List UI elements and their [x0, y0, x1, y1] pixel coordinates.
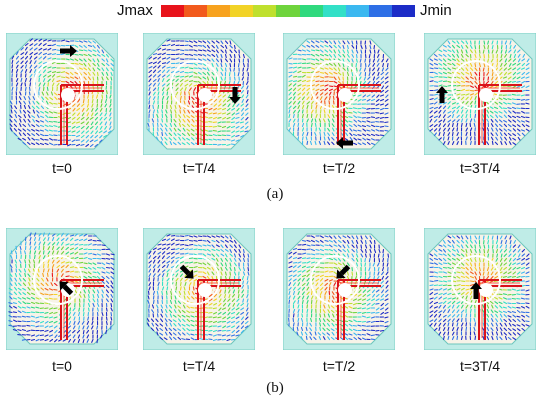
center-hole	[479, 88, 493, 102]
current-panel-b-tT4	[143, 228, 255, 350]
current-distribution-plot	[283, 228, 395, 350]
current-vector-field	[429, 235, 530, 341]
current-vector-field	[288, 40, 389, 146]
center-hole	[338, 88, 352, 102]
current-panel-a-t0	[6, 33, 118, 155]
current-distribution-plot	[283, 33, 395, 155]
time-label: t=T/2	[322, 358, 356, 374]
time-label: t=3T/4	[459, 160, 501, 176]
time-label: t=T/4	[182, 358, 216, 374]
current-vector-field	[429, 40, 530, 146]
legend-swatch	[276, 5, 300, 17]
legend-max-label: Jmax	[117, 2, 153, 19]
center-hole	[338, 283, 352, 297]
ring-slot	[33, 255, 83, 305]
current-direction-arrow-icon	[229, 87, 241, 104]
current-distribution-plot	[143, 228, 255, 350]
row-label-a: (a)	[266, 186, 284, 202]
time-label: t=T/4	[182, 160, 216, 176]
current-panel-a-tT2	[283, 33, 395, 155]
legend-swatch	[345, 5, 369, 17]
color-legend: Jmax Jmin	[0, 0, 550, 22]
ring-slot	[33, 60, 83, 110]
time-label: t=T/2	[322, 160, 356, 176]
legend-swatch	[253, 5, 277, 17]
current-panel-b-t0	[6, 228, 118, 350]
ring-slot	[451, 255, 501, 305]
legend-swatch	[184, 5, 208, 17]
legend-swatch	[161, 5, 185, 17]
legend-swatch	[230, 5, 254, 17]
legend-swatch	[368, 5, 392, 17]
center-hole	[61, 88, 75, 102]
current-distribution-plot	[6, 228, 118, 350]
current-direction-arrow-icon	[59, 281, 74, 296]
current-distribution-plot	[143, 33, 255, 155]
current-vector-field	[147, 39, 249, 146]
feed-line-structure	[60, 84, 104, 145]
current-distribution-plot	[424, 33, 536, 155]
current-direction-arrow-icon	[179, 264, 194, 279]
ring-slot	[451, 60, 501, 110]
current-direction-arrow-icon	[336, 264, 351, 279]
current-vector-field	[8, 232, 115, 344]
center-hole	[198, 283, 212, 297]
legend-swatch	[207, 5, 231, 17]
center-hole	[479, 283, 493, 297]
time-label: t=0	[52, 160, 72, 176]
current-direction-arrow-icon	[60, 45, 77, 57]
time-label: t=3T/4	[459, 358, 501, 374]
current-distribution-plot	[424, 228, 536, 350]
ring-slot	[310, 60, 360, 110]
current-panel-a-t3T4	[424, 33, 536, 155]
legend-min-label: Jmin	[420, 2, 452, 19]
current-distribution-plot	[6, 33, 118, 155]
ring-slot	[310, 255, 360, 305]
legend-swatch	[391, 5, 416, 17]
legend-color-bar	[161, 5, 416, 17]
current-direction-arrow-icon	[336, 137, 353, 149]
time-label: t=0	[52, 358, 72, 374]
legend-swatch	[299, 5, 323, 17]
current-direction-arrow-icon	[436, 86, 448, 103]
ring-slot	[170, 255, 220, 305]
center-hole	[198, 88, 212, 102]
current-panel-a-tT4	[143, 33, 255, 155]
current-vector-field	[288, 235, 390, 341]
row-label-b: (b)	[266, 380, 284, 396]
ring-slot	[170, 60, 220, 110]
current-panel-b-tT2	[283, 228, 395, 350]
current-direction-arrow-icon	[470, 282, 482, 299]
current-vector-field	[146, 234, 250, 342]
legend-swatch	[322, 5, 346, 17]
current-panel-b-t3T4	[424, 228, 536, 350]
